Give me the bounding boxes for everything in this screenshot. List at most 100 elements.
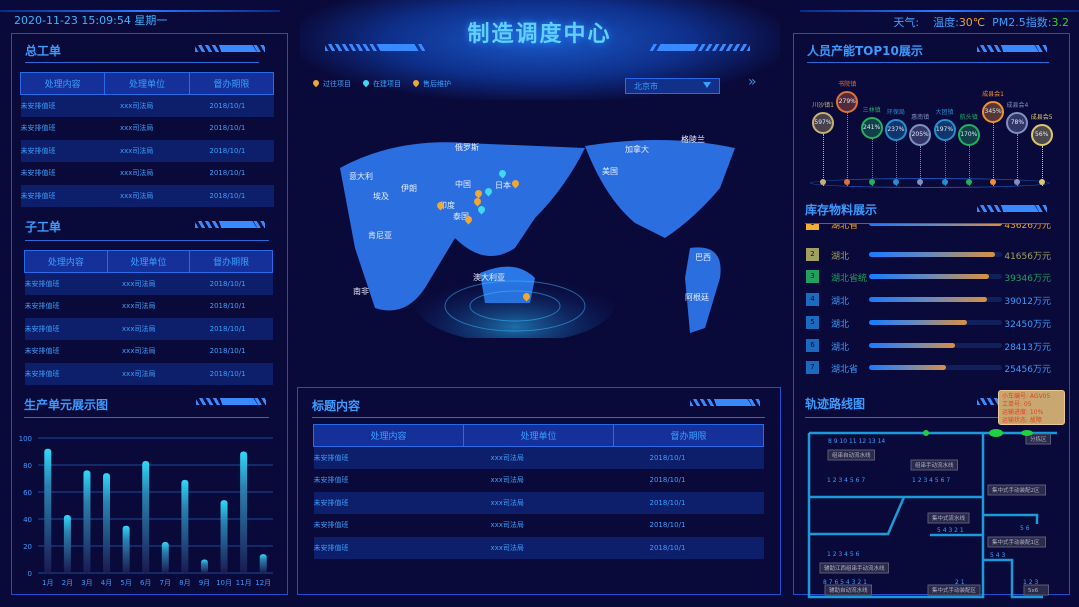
- bar[interactable]: [122, 525, 130, 573]
- bar[interactable]: [240, 451, 248, 574]
- production-bar-chart: 0 20 40 60 80 100 1月 2月 3月 4月 5月 6月 7月 8月 9月 10月 11月 12月: [19, 435, 273, 587]
- agv-car-icon[interactable]: [989, 429, 1003, 437]
- area-box[interactable]: [1025, 433, 1051, 445]
- top10-name: 成县会4: [1006, 102, 1029, 109]
- top10-bubble[interactable]: 237%: [884, 119, 907, 141]
- table-row[interactable]: 未安排值班 xxx司法局 2018/10/1: [20, 139, 274, 162]
- x-tick-label: 6月: [140, 579, 151, 587]
- agv-marker[interactable]: [923, 430, 929, 436]
- table-row[interactable]: 未安排值班 xxx司法局 2018/10/1: [24, 362, 273, 385]
- inventory-row[interactable]: 2 湖北 41656万元: [806, 247, 1051, 263]
- bar[interactable]: [83, 470, 91, 573]
- rank-badge: 2: [806, 247, 819, 261]
- inventory-bar: [869, 297, 1002, 303]
- bar[interactable]: [103, 473, 111, 573]
- panel-deco: [690, 399, 760, 406]
- legend-label: 售后维护: [423, 80, 451, 88]
- top10-dot: [892, 179, 899, 185]
- divider: [312, 417, 765, 418]
- table-row[interactable]: 未安排值班 xxx司法局 2018/10/1: [25, 295, 273, 318]
- bar[interactable]: [63, 514, 71, 573]
- bar[interactable]: [44, 448, 52, 573]
- top10-stem: [920, 146, 922, 186]
- inventory-row[interactable]: 5 湖北 32450万元: [806, 315, 1051, 331]
- inventory-row[interactable]: 3 湖北省统 39346万元: [806, 269, 1051, 285]
- table-cell: 未安排值班: [313, 446, 464, 469]
- area-box[interactable]: [910, 459, 958, 471]
- table-row[interactable]: 未安排值班 xxx司法局 2018/10/1: [314, 514, 764, 537]
- top10-bubble[interactable]: 241%: [860, 117, 883, 139]
- top10-dot: [990, 179, 997, 185]
- table-row[interactable]: 未安排值班 xxx司法局 2018/10/1: [313, 536, 764, 559]
- table-row[interactable]: 未安排值班 xxx司法局 2018/10/1: [21, 162, 274, 185]
- table-row[interactable]: 未安排值班 xxx司法局 2018/10/1: [313, 491, 764, 514]
- area-box[interactable]: [927, 512, 970, 524]
- map-pin-icon: [361, 78, 371, 88]
- area-box[interactable]: [824, 584, 872, 596]
- inventory-row[interactable]: 1 湖北省 43626万元: [806, 221, 1051, 232]
- table-row[interactable]: 未安排值班 xxx司法局 2018/10/1: [24, 272, 273, 295]
- legend-label: 在建项目: [373, 80, 401, 88]
- top10-chart: 川沙镇1 597% 书院镇 279% 三林镇 241% 环保局 237% 惠南镇…: [800, 70, 1065, 195]
- top10-bubble[interactable]: 205%: [909, 124, 932, 146]
- area-box[interactable]: [927, 584, 981, 596]
- inventory-row[interactable]: 6 湖北 28413万元: [806, 338, 1051, 354]
- table-row[interactable]: 未安排值班 xxx司法局 2018/10/1: [20, 94, 274, 117]
- area-box[interactable]: [1023, 584, 1049, 596]
- tooltip-line: 运输进度: 10%: [1002, 409, 1044, 416]
- top10-dot: [941, 179, 948, 185]
- map-label: 巴西: [695, 253, 711, 262]
- table-row[interactable]: 未安排值班 xxx司法局 2018/10/1: [25, 340, 273, 363]
- area-box[interactable]: [819, 562, 889, 574]
- area-box[interactable]: [987, 536, 1046, 548]
- bar[interactable]: [142, 460, 150, 573]
- bar[interactable]: [220, 500, 228, 573]
- table-row[interactable]: 未安排值班 xxx司法局 2018/10/1: [21, 117, 274, 140]
- top10-name: 环保局: [886, 109, 905, 116]
- top10-bubble[interactable]: 279%: [836, 91, 859, 113]
- column-header: 处理单位: [104, 72, 190, 95]
- map-legend: 过往项目 在建项目 售后维护: [311, 78, 451, 89]
- station-numbers: 5 4 3: [990, 552, 1005, 559]
- top10-bubble[interactable]: 597%: [812, 112, 834, 134]
- column-header: 处理内容: [19, 72, 106, 95]
- world-map[interactable]: 俄罗斯 加拿大 格陵兰 美国 意大利 伊朗 中国 日本 埃及 印度 泰国 肯尼亚 南非 澳大利亚 巴西 阿根廷: [335, 128, 745, 338]
- double-chevron-right-icon[interactable]: »: [748, 74, 757, 90]
- top10-name: 书院镇: [838, 81, 857, 88]
- area-box[interactable]: [987, 484, 1046, 496]
- bar[interactable]: [200, 559, 208, 574]
- map-label: 伊朗: [401, 184, 417, 193]
- area-label: 组串手动流水线: [915, 461, 954, 469]
- city-select[interactable]: 北京市: [625, 78, 720, 94]
- legend-item[interactable]: 售后维护: [411, 78, 451, 89]
- top10-bubble[interactable]: 345%: [982, 101, 1005, 123]
- area-box[interactable]: [827, 449, 875, 461]
- station-numbers: 5 6: [1020, 525, 1030, 532]
- rank-badge: 7: [806, 361, 819, 375]
- inventory-name: 湖北省: [831, 221, 859, 231]
- inventory-row[interactable]: 7 湖北省 25456万元: [806, 360, 1051, 376]
- bar[interactable]: [181, 479, 189, 573]
- table-row[interactable]: 未安排值班 xxx司法局 2018/10/1: [24, 317, 273, 340]
- table-row[interactable]: 未安排值班 xxx司法局 2018/10/1: [20, 184, 274, 207]
- legend-item[interactable]: 在建项目: [361, 78, 401, 89]
- station-numbers: 8 7 6 5 4 3 2 1: [823, 579, 867, 586]
- y-tick-label: 80: [23, 462, 32, 470]
- top10-bubble[interactable]: 56%: [1030, 124, 1053, 146]
- legend-item[interactable]: 过往项目: [311, 78, 351, 89]
- top10-title: 人员产能TOP10展示: [807, 44, 923, 58]
- table-row[interactable]: 未安排值班 xxx司法局 2018/10/1: [314, 469, 764, 492]
- x-tick-label: 12月: [255, 579, 271, 587]
- agv-car-icon[interactable]: [1021, 430, 1033, 436]
- bar[interactable]: [259, 554, 267, 573]
- top10-bubble[interactable]: 170%: [957, 124, 980, 146]
- top10-bubble[interactable]: 197%: [933, 119, 956, 141]
- table-cell: 未安排值班: [20, 169, 56, 178]
- inventory-row[interactable]: 4 湖北 39012万元: [806, 292, 1051, 308]
- rank-badge: 4: [806, 293, 819, 307]
- bar[interactable]: [161, 541, 169, 573]
- table-cell: xxx司法局: [463, 536, 614, 559]
- table-row[interactable]: 未安排值班 xxx司法局 2018/10/1: [313, 446, 764, 469]
- divider: [24, 417, 269, 418]
- top10-bubble[interactable]: 78%: [1006, 112, 1029, 134]
